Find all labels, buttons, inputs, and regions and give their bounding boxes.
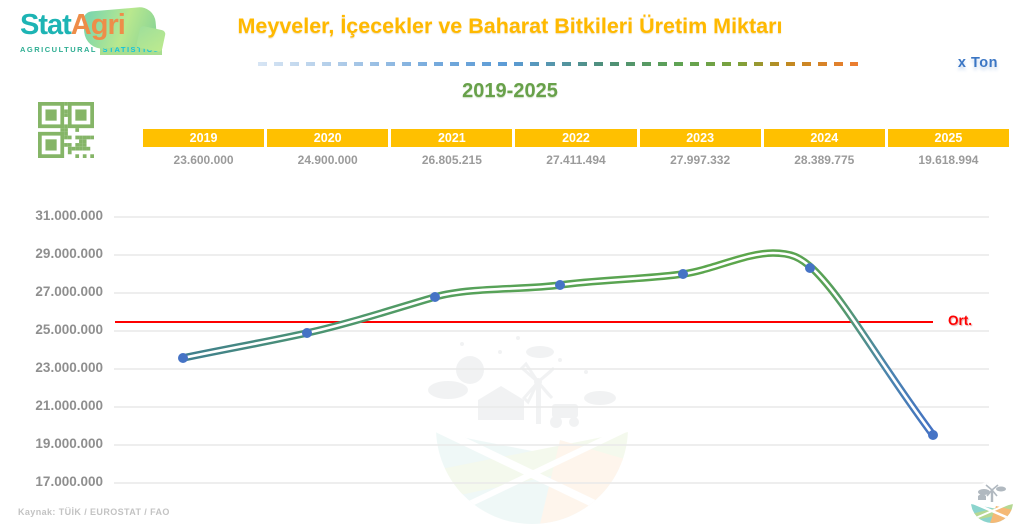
- y-axis-label: 19.000.000: [35, 436, 103, 451]
- table-header-cell-2020: 2020: [267, 129, 389, 147]
- unit-label: x Ton: [958, 55, 998, 71]
- data-point-2025: [928, 430, 938, 440]
- data-point-2022: [555, 280, 565, 290]
- footer-farm-logo-icon: [971, 481, 1013, 523]
- year-table-value-row: 23.600.000 24.900.000 26.805.215 27.411.494…: [143, 153, 1009, 167]
- unit-prefix: x: [957, 55, 967, 71]
- page-title: Meyveler, İçecekler ve Baharat Bitkileri…: [237, 14, 783, 38]
- table-header-cell-2019: 2019: [143, 129, 265, 147]
- brand-wordmark: StatAgri: [20, 5, 180, 53]
- data-point-markers: [178, 263, 938, 440]
- table-value-cell-2020: 24.900.000: [297, 153, 358, 167]
- y-axis-label: 27.000.000: [35, 284, 103, 299]
- data-point-2024: [805, 263, 815, 273]
- y-axis-label: 21.000.000: [35, 398, 103, 413]
- source-note: Kaynak: TÜİK / EUROSTAT / FAO: [18, 507, 170, 517]
- y-axis-label: 23.000.000: [35, 360, 103, 375]
- data-point-2021: [430, 292, 440, 302]
- data-point-2023: [678, 269, 688, 279]
- year-table-header-row: 2019 2020 2021 2022 2023 2024 2025: [143, 129, 1009, 147]
- brand-stat-text: Stat: [20, 9, 72, 41]
- table-value-cell-2019: 23.600.000: [173, 153, 234, 167]
- table-header-cell-2021: 2021: [391, 129, 513, 147]
- brand-agri-text: Agri: [70, 9, 126, 41]
- qr-code-icon: [38, 102, 94, 158]
- brand-tagline-right: STATISTICS: [100, 44, 163, 55]
- table-header-cell-2024: 2024: [763, 129, 885, 147]
- y-axis-label: 29.000.000: [35, 246, 103, 261]
- watermark-farm-icon: [428, 336, 628, 524]
- table-header-cell-2023: 2023: [639, 129, 761, 147]
- table-value-cell-2024: 28.389.775: [794, 153, 855, 167]
- dashed-divider: [258, 62, 858, 66]
- data-point-2019: [178, 353, 188, 363]
- table-header-cell-2022: 2022: [515, 129, 637, 147]
- table-value-cell-2025: 19.618.994: [918, 153, 979, 167]
- ort-label: Ort.: [948, 313, 973, 328]
- brand-logo: StatAgri AGRICULTURAL STATISTICS: [20, 5, 180, 55]
- table-value-cell-2021: 26.805.215: [421, 153, 482, 167]
- unit-name: Ton: [971, 55, 998, 71]
- table-header-cell-2025: 2025: [887, 129, 1009, 147]
- subtitle-years: 2019-2025: [462, 80, 558, 102]
- gridlines: [114, 216, 989, 484]
- table-value-cell-2022: 27.411.494: [546, 153, 606, 167]
- brand-tagline: AGRICULTURAL STATISTICS: [20, 44, 180, 55]
- brand-tagline-left: AGRICULTURAL: [20, 45, 97, 54]
- y-axis-label: 31.000.000: [35, 208, 103, 223]
- data-point-2020: [302, 328, 312, 338]
- table-value-cell-2023: 27.997.332: [670, 153, 731, 167]
- year-table: 2019 2020 2021 2022 2023 2024 2025 23.600.000 2…: [143, 129, 1009, 167]
- y-axis-label: 17.000.000: [35, 474, 103, 489]
- y-axis-label: 25.000.000: [35, 322, 103, 337]
